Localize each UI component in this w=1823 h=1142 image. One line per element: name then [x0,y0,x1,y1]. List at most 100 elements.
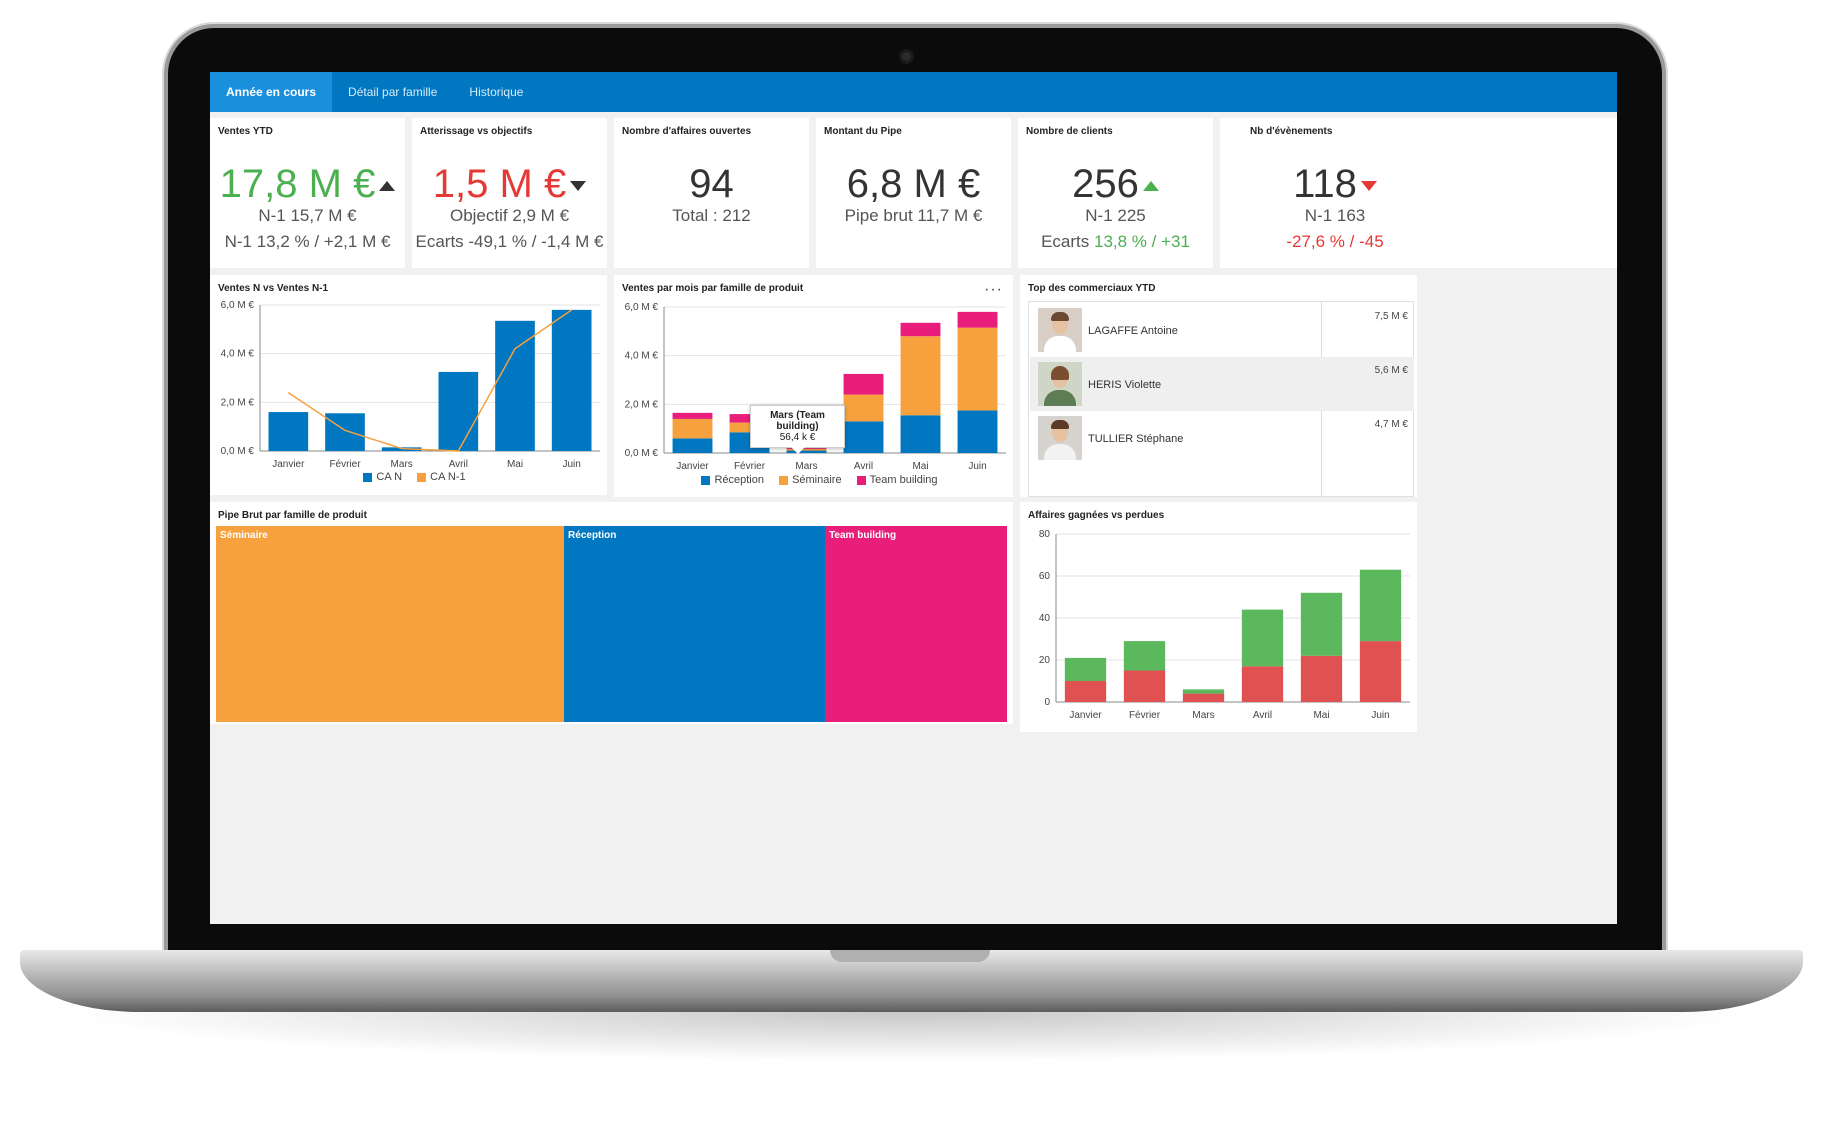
bar-reception [900,415,941,453]
legend-label[interactable]: CA N-1 [430,471,466,483]
trend-down-icon [570,181,587,192]
x-tick-label: Janvier [272,459,305,470]
legend-swatch-ca-n1 [417,472,427,482]
kpi-card-ventes-ytd[interactable]: Ventes YTD 17,8 M € N-1 15,7 M € N-1 13,… [210,118,405,268]
bar-reception [843,421,884,453]
y-tick-label: 60 [1039,571,1051,582]
kpi-value: 94 [689,162,734,206]
legend-label[interactable]: Réception [714,474,764,486]
x-tick-label: Mars [1192,710,1214,721]
x-tick-label: Mai [507,459,523,470]
kpi-title: Ventes YTD [218,126,273,137]
y-tick-label: 6,0 M € [221,300,255,311]
dashboard-screen: Année en cours Détail par famille Histor… [210,72,1617,924]
x-tick-label: Janvier [676,461,709,472]
avatar-hair [1051,366,1069,380]
kpi-card-clients[interactable]: Nombre de clients 256 N-1 225 Ecarts 13,… [1018,118,1213,268]
line-ca-n1 [287,309,573,452]
treemap-cell[interactable]: Réception [564,526,826,722]
y-tick-label: 20 [1039,655,1051,666]
table-row[interactable]: LAGAFFE Antoine 7,5 M € [1030,303,1414,357]
x-tick-label: Mars [795,461,817,472]
avatar-hair [1051,312,1069,321]
y-tick-label: 4,0 M € [221,349,255,360]
trend-down-icon [1360,181,1377,192]
bar-perdues [1359,641,1402,702]
bar-team-building [672,412,713,419]
kpi-title: Atterissage vs objectifs [420,126,533,137]
treemap-cell[interactable]: Team building [825,526,1007,722]
kpi-card-atterrissage[interactable]: Atterissage vs objectifs 1,5 M € Objecti… [412,118,607,268]
y-tick-label: 2,0 M € [625,399,659,410]
avatar-body [1044,390,1076,406]
avatar [1038,416,1082,460]
tab-historique[interactable]: Historique [469,85,524,99]
card-title: Top des commerciaux YTD [1028,283,1156,294]
kpi-title: Nombre d'affaires ouvertes [622,126,752,137]
trend-up-icon [379,181,396,192]
bar-gagnees [1064,657,1107,681]
bar-ca-n [495,320,535,451]
kpi-line2: -27,6 % / -45 [1286,232,1384,251]
more-horizontal-icon[interactable]: ··· [984,281,1003,298]
chart-card-ventes-par-famille: Ventes par mois par famille de produit ·… [614,275,1013,497]
bar-team-building [843,373,884,395]
x-tick-label: Avril [854,461,873,472]
bar-ca-n [268,412,309,451]
bar-seminaire [843,394,884,422]
chart-title: Affaires gagnées vs perdues [1028,510,1165,521]
chart-tooltip: Mars (Team building) 56,4 k € [750,405,845,454]
y-tick-label: 0 [1044,697,1050,708]
kpi-line2: Ecarts -49,1 % / -1,4 M € [415,232,604,251]
bar-gagnees [1123,641,1166,671]
kpi-value-text: 1,5 M € [432,162,567,206]
legend-label[interactable]: Séminaire [792,474,842,486]
legend-label[interactable]: Team building [869,474,938,486]
card-top-commerciaux: Top des commerciaux YTD LAGAFFE Antoine … [1020,275,1417,498]
y-tick-label: 80 [1039,529,1051,540]
kpi-line1: Pipe brut 11,7 M € [844,206,983,225]
avatar-hair [1051,420,1069,429]
bar-reception [786,450,827,453]
bar-gagnees [1300,592,1343,656]
avatar-body [1044,336,1076,352]
x-tick-label: Février [734,461,766,472]
bar-seminaire [786,448,827,451]
kpi-line2: Ecarts 13,8 % / +31 [1018,232,1213,252]
kpi-value-text: 256 [1072,162,1139,206]
bar-reception [672,438,713,453]
ventes-famille-chart: 0,0 M € 2,0 M € 4,0 M € 6,0 M € Janvier Févri… [625,302,1006,472]
ventes-chart: 0,0 M € 2,0 M € 4,0 M € 6,0 M € Janvier Févri… [221,300,600,470]
tab-annee-en-cours[interactable]: Année en cours [210,72,333,112]
bar-gagnees [1359,569,1402,642]
kpi-value: 256 [1018,162,1213,207]
table-row[interactable]: TULLIER Stéphane 4,7 M € [1030,411,1414,465]
chart-card-affaires: Affaires gagnées vs perdues 0 20 40 60 80 Jan… [1020,502,1417,732]
x-tick-label: Juin [562,459,580,470]
y-tick-label: 0,0 M € [625,448,659,459]
bar-team-building [957,311,998,328]
kpi-title: Nombre de clients [1026,126,1113,137]
treemap-cell-label: Team building [829,530,897,541]
laptop-base-notch [830,950,990,962]
y-tick-label: 0,0 M € [221,446,255,457]
kpi-card-evenements[interactable]: Nb d'évènements 118 N-1 163 -27,6 % / -4… [1220,118,1617,268]
kpi-card-pipe[interactable]: Montant du Pipe 6,8 M € Pipe brut 11,7 M… [816,118,1011,268]
bar-perdues [1182,693,1225,702]
y-tick-label: 4,0 M € [625,351,659,362]
avatar [1038,308,1082,352]
legend-swatch-team-building [856,475,866,485]
sales-name: LAGAFFE Antoine [1088,325,1178,337]
bar-team-building [786,447,827,449]
bar-gagnees [1241,609,1284,667]
bar-ca-n [551,309,592,451]
table-row[interactable]: HERIS Violette 5,6 M € [1030,357,1414,411]
treemap-cell[interactable]: Séminaire [216,526,565,722]
webcam-icon [899,49,914,64]
tab-detail-par-famille[interactable]: Détail par famille [348,85,438,99]
treemap-card: Pipe Brut par famille de produit Séminai… [210,502,1013,724]
bar-seminaire [900,336,941,416]
kpi-card-affaires[interactable]: Nombre d'affaires ouvertes 94 Total : 21… [614,118,809,268]
legend-label[interactable]: CA N [376,471,403,483]
